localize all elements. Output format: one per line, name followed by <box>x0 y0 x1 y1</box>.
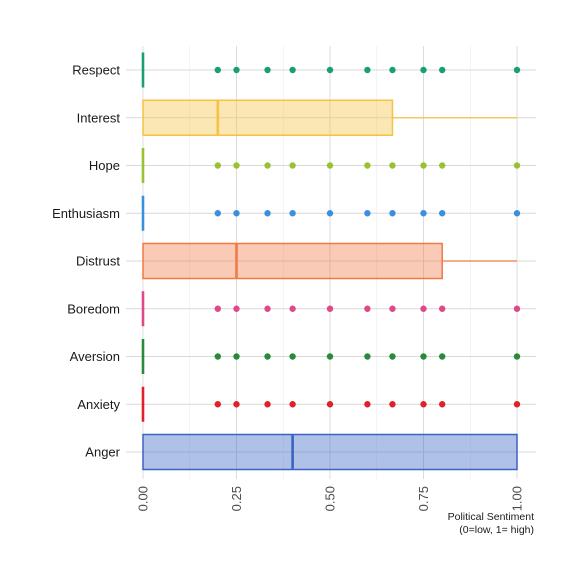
outlier-point-respect <box>264 66 271 74</box>
outlier-point-anxiety <box>289 401 296 408</box>
outlier-point-respect <box>389 66 396 74</box>
y-tick-label-boredom: Boredom <box>67 301 120 316</box>
outlier-point-hope <box>513 162 521 169</box>
outlier-point-enthusiasm <box>233 210 240 217</box>
outlier-point-anxiety <box>364 401 371 408</box>
outlier-point-anxiety <box>326 401 334 408</box>
outlier-point-respect <box>326 66 334 74</box>
outlier-point-aversion <box>513 353 521 360</box>
outlier-point-enthusiasm <box>214 210 221 217</box>
outlier-point-hope <box>439 162 446 169</box>
x-tick-label: 0.25 <box>229 486 244 511</box>
outlier-point-respect <box>420 66 427 74</box>
box-distrust <box>142 242 443 280</box>
outlier-point-aversion <box>264 353 271 360</box>
x-tick-label: 0.75 <box>416 486 431 511</box>
outlier-point-anxiety <box>513 401 521 408</box>
outlier-point-hope <box>264 162 271 169</box>
outlier-point-respect <box>364 66 371 74</box>
outlier-point-aversion <box>439 353 446 360</box>
outlier-point-enthusiasm <box>289 210 296 217</box>
x-axis-labels: 0.00 0.25 0.50 0.75 1.00 <box>136 486 525 511</box>
plot-marks <box>141 52 521 471</box>
y-tick-label-interest: Interest <box>77 110 121 125</box>
x-tick-label: 0.00 <box>136 486 151 511</box>
x-axis-title-line-2: (0=low, 1= high) <box>459 524 534 536</box>
outlier-point-anxiety <box>233 401 240 408</box>
y-tick-label-distrust: Distrust <box>76 254 120 269</box>
y-tick-label-respect: Respect <box>72 63 120 78</box>
y-tick-label-anxiety: Anxiety <box>77 397 120 412</box>
outlier-point-enthusiasm <box>439 210 446 217</box>
outlier-point-boredom <box>439 305 446 312</box>
outlier-point-enthusiasm <box>326 210 334 217</box>
outlier-point-anxiety <box>264 401 271 408</box>
outlier-point-enthusiasm <box>264 210 271 217</box>
y-tick-label-anger: Anger <box>85 445 120 460</box>
outlier-point-respect <box>214 66 221 74</box>
outlier-point-enthusiasm <box>513 210 521 217</box>
outlier-point-respect <box>439 66 446 74</box>
outlier-point-boredom <box>233 305 240 312</box>
box-anger <box>142 433 518 471</box>
outlier-point-boredom <box>214 305 221 312</box>
outlier-point-anxiety <box>439 401 446 408</box>
outlier-point-aversion <box>233 353 240 360</box>
outlier-point-aversion <box>420 353 427 360</box>
x-tick-label: 1.00 <box>510 486 525 511</box>
outlier-point-hope <box>389 162 396 169</box>
outlier-point-respect <box>289 66 296 74</box>
outlier-point-anxiety <box>389 401 396 408</box>
outlier-point-boredom <box>389 305 396 312</box>
outlier-point-hope <box>289 162 296 169</box>
y-axis-labels: Respect Interest Hope Enthusiasm Distrust Bor… <box>52 63 121 460</box>
outlier-point-aversion <box>289 353 296 360</box>
outlier-point-enthusiasm <box>420 210 427 217</box>
outlier-point-boredom <box>326 305 334 312</box>
y-tick-label-hope: Hope <box>89 158 120 173</box>
outlier-point-hope <box>214 162 221 169</box>
outlier-point-enthusiasm <box>364 210 371 217</box>
outlier-point-hope <box>364 162 371 169</box>
outlier-point-aversion <box>364 353 371 360</box>
y-tick-label-enthusiasm: Enthusiasm <box>52 206 120 221</box>
y-tick-label-aversion: Aversion <box>70 349 120 364</box>
outlier-point-boredom <box>264 305 271 312</box>
outlier-point-hope <box>326 162 334 169</box>
outlier-point-aversion <box>214 353 221 360</box>
outlier-point-aversion <box>389 353 396 360</box>
x-tick-label: 0.50 <box>323 486 338 511</box>
x-axis-title-line-1: Political Sentiment <box>448 511 534 523</box>
outlier-point-boredom <box>420 305 427 312</box>
outlier-point-respect <box>233 66 240 74</box>
outlier-point-boredom <box>289 305 296 312</box>
box-interest <box>142 99 394 136</box>
outlier-point-boredom <box>513 305 521 312</box>
outlier-point-anxiety <box>420 401 427 408</box>
outlier-point-aversion <box>326 353 334 360</box>
outlier-point-hope <box>420 162 427 169</box>
outlier-point-hope <box>233 162 240 169</box>
outlier-point-enthusiasm <box>389 210 396 217</box>
outlier-point-boredom <box>364 305 371 312</box>
outlier-point-respect <box>513 66 521 74</box>
outlier-point-anxiety <box>214 401 221 408</box>
